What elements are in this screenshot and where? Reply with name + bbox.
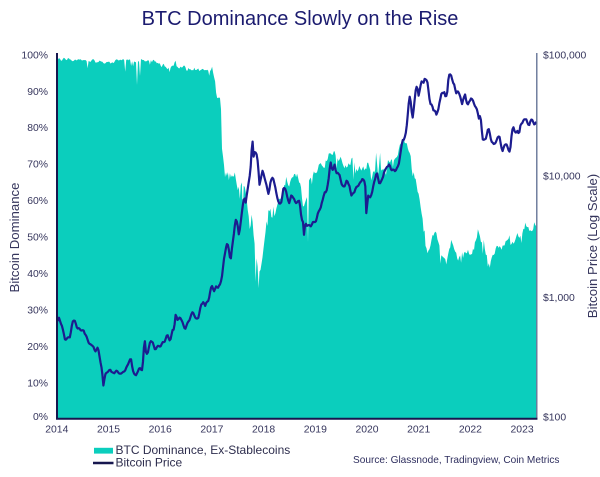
svg-text:Bitcoin Price: Bitcoin Price	[116, 455, 183, 469]
svg-text:Source: Glassnode, Tradingview: Source: Glassnode, Tradingview, Coin Met…	[353, 455, 559, 466]
svg-text:0%: 0%	[33, 412, 48, 423]
svg-text:20%: 20%	[27, 342, 48, 353]
svg-text:2016: 2016	[149, 424, 172, 435]
svg-text:Bitcoin Dominance: Bitcoin Dominance	[7, 183, 22, 293]
svg-text:60%: 60%	[27, 196, 48, 207]
svg-text:BTC Dominance, Ex-Stablecoins: BTC Dominance, Ex-Stablecoins	[116, 443, 291, 457]
svg-text:30%: 30%	[27, 305, 48, 316]
svg-text:2019: 2019	[304, 424, 327, 435]
svg-text:$100: $100	[543, 413, 566, 424]
svg-text:2015: 2015	[97, 424, 120, 435]
svg-text:100%: 100%	[21, 50, 48, 61]
svg-text:2021: 2021	[407, 424, 430, 435]
svg-text:$1,000: $1,000	[543, 293, 575, 304]
svg-text:50%: 50%	[27, 233, 48, 244]
svg-text:40%: 40%	[27, 269, 48, 280]
svg-text:2020: 2020	[355, 424, 378, 435]
svg-text:$10,000: $10,000	[543, 172, 581, 183]
svg-text:10%: 10%	[27, 378, 48, 389]
svg-text:2014: 2014	[45, 424, 68, 435]
svg-text:2022: 2022	[459, 424, 482, 435]
svg-text:80%: 80%	[27, 123, 48, 134]
svg-text:$100,000: $100,000	[543, 50, 587, 61]
svg-text:90%: 90%	[27, 87, 48, 98]
svg-text:2023: 2023	[511, 424, 534, 435]
svg-text:Bitcoin Price (Log Scale): Bitcoin Price (Log Scale)	[585, 174, 600, 318]
svg-text:2018: 2018	[252, 424, 275, 435]
svg-text:70%: 70%	[27, 160, 48, 171]
svg-text:2017: 2017	[200, 424, 223, 435]
